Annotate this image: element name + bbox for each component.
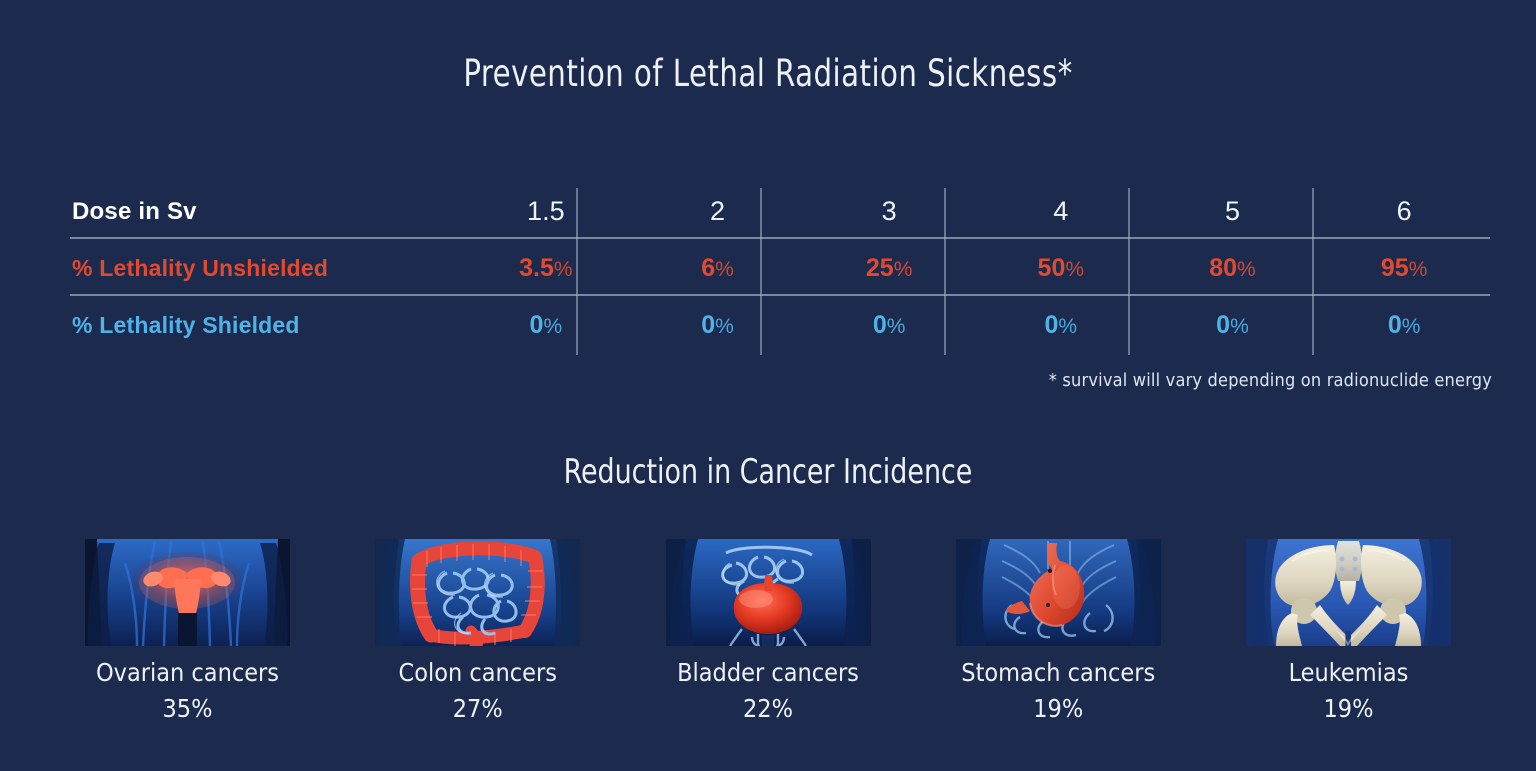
column-divider — [576, 188, 578, 355]
column-divider — [944, 188, 946, 355]
list-item: Leukemias 19% — [1221, 539, 1476, 723]
cancer-label: Bladder cancers — [677, 658, 859, 687]
row-label-unshielded: % Lethality Unshielded — [72, 255, 329, 281]
shielded-value: 0 — [529, 311, 544, 339]
shielded-cell: 0% — [1318, 297, 1490, 354]
unshielded-value: 6 — [701, 254, 716, 282]
cancer-label: Stomach cancers — [961, 658, 1156, 687]
percent-symbol: % — [553, 258, 573, 281]
column-divider — [1128, 188, 1130, 355]
percent-symbol: % — [715, 258, 734, 281]
shielded-cell: 0% — [460, 297, 632, 354]
colon-intestines-anatomy-image — [375, 539, 581, 646]
footnote: * survival will vary depending on radion… — [1048, 370, 1492, 391]
cancer-percent: 35% — [162, 694, 213, 723]
cancer-label: Ovarian cancers — [95, 658, 280, 687]
row-label-shielded: % Lethality Shielded — [72, 312, 300, 338]
shielded-cell: 0% — [803, 297, 975, 354]
percent-symbol: % — [1065, 258, 1085, 281]
unshielded-value: 25 — [865, 254, 894, 282]
section-title-cancer: Reduction in Cancer Incidence — [563, 452, 973, 492]
page-title: Prevention of Lethal Radiation Sickness* — [463, 52, 1073, 95]
table-rule-bottom — [70, 294, 1490, 296]
list-item: Bladder cancers 22% — [641, 539, 896, 723]
unshielded-value: 95 — [1380, 254, 1409, 282]
dose-cell: 3 — [881, 196, 897, 226]
list-item: Stomach cancers 19% — [931, 539, 1186, 723]
column-divider — [1312, 188, 1314, 355]
list-item: Colon cancers 27% — [350, 539, 605, 723]
percent-symbol: % — [1408, 258, 1428, 281]
cancer-label: Colon cancers — [398, 658, 557, 687]
shielded-cell: 0% — [975, 297, 1147, 354]
unshielded-cell: 6% — [632, 240, 804, 297]
unshielded-cell: 50% — [975, 240, 1147, 297]
percent-symbol: % — [1237, 258, 1256, 281]
percent-symbol: % — [543, 315, 563, 338]
shielded-value: 0 — [1044, 311, 1059, 339]
percent-symbol: % — [893, 258, 913, 281]
table-row-shielded: % Lethality Shielded 0% 0% 0% 0% 0% 0% — [70, 297, 1490, 354]
percent-symbol: % — [886, 315, 906, 338]
unshielded-cell: 95% — [1318, 240, 1490, 297]
unshielded-value: 3.5 — [519, 254, 554, 282]
dose-cell: 1.5 — [527, 196, 565, 226]
unshielded-value: 80 — [1209, 254, 1238, 282]
shielded-cell: 0% — [1147, 297, 1319, 354]
bladder-anatomy-image — [665, 539, 871, 646]
shielded-value: 0 — [1216, 311, 1231, 339]
cancer-percent: 19% — [1323, 694, 1374, 723]
row-label-dose: Dose in Sv — [72, 197, 197, 225]
column-divider — [760, 188, 762, 355]
dose-cell: 2 — [709, 196, 725, 226]
unshielded-cell: 25% — [803, 240, 975, 297]
unshielded-cell: 3.5% — [460, 240, 632, 297]
dose-cell: 5 — [1224, 196, 1240, 226]
percent-symbol: % — [715, 315, 734, 338]
shielded-value: 0 — [1387, 311, 1402, 339]
table-rule-top — [70, 237, 1490, 239]
shielded-value: 0 — [872, 311, 887, 339]
cancer-label: Leukemias — [1288, 658, 1409, 687]
cancer-percent: 19% — [1033, 694, 1084, 723]
dose-cell: 4 — [1053, 196, 1069, 226]
cancer-list: Ovarian cancers 35% — [60, 539, 1476, 723]
table-row-unshielded: % Lethality Unshielded 3.5% 6% 25% 50% 8… — [70, 240, 1490, 297]
stomach-anatomy-image — [955, 539, 1161, 646]
cancer-percent: 22% — [743, 694, 793, 723]
cancer-percent: 27% — [452, 694, 503, 723]
table: Dose in Sv 1.5 2 3 4 5 6 % Lethality Uns… — [70, 183, 1490, 354]
unshielded-cell: 80% — [1147, 240, 1319, 297]
dose-lethality-table: Dose in Sv 1.5 2 3 4 5 6 % Lethality Uns… — [70, 183, 1490, 355]
unshielded-value: 50 — [1037, 254, 1066, 282]
pelvis-bone-anatomy-image — [1246, 539, 1451, 646]
table-row-header: Dose in Sv 1.5 2 3 4 5 6 — [70, 183, 1490, 240]
percent-symbol: % — [1058, 315, 1078, 338]
percent-symbol: % — [1230, 315, 1249, 338]
percent-symbol: % — [1401, 315, 1421, 338]
list-item: Ovarian cancers 35% — [60, 539, 315, 723]
uterus-ovaries-anatomy-image — [85, 539, 290, 646]
shielded-value: 0 — [701, 311, 716, 339]
dose-cell: 6 — [1396, 196, 1412, 226]
shielded-cell: 0% — [632, 297, 804, 354]
